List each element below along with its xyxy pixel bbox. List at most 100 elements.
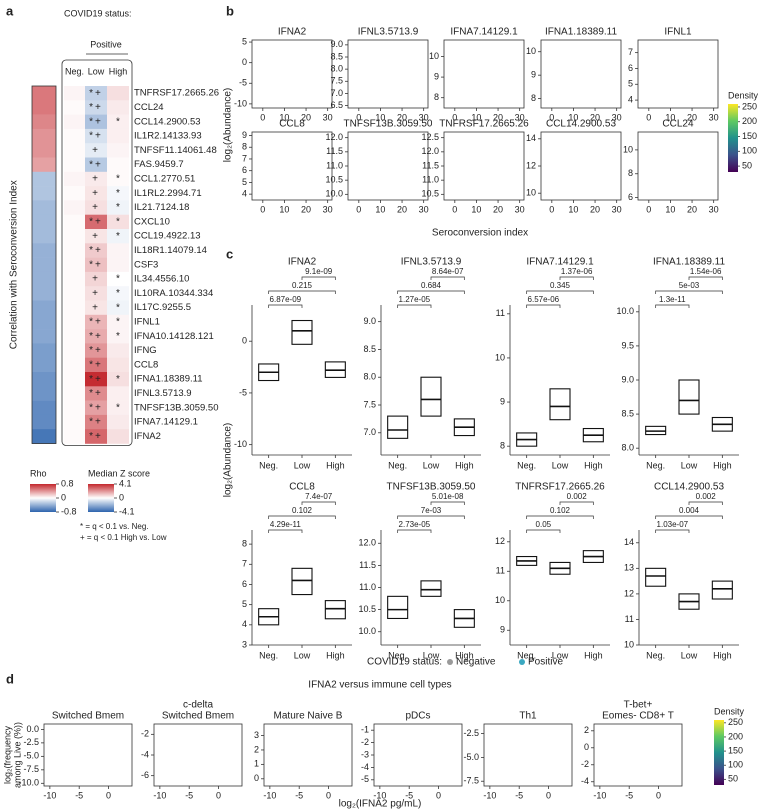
rho-cell	[32, 186, 56, 201]
y-tick-label: 3	[254, 730, 259, 740]
y-tick-label: 2	[254, 744, 259, 754]
plot-title: TNFRSF17.2665.26	[515, 482, 605, 493]
z-cell	[64, 300, 85, 316]
z-cell	[64, 372, 85, 387]
bracket	[559, 276, 594, 280]
bracket	[655, 529, 690, 533]
p-value: 1.37e-06	[561, 267, 593, 276]
y-tick-label: 8	[628, 168, 633, 178]
plot-title: CCL14.2900.53	[546, 119, 616, 130]
z-cell	[107, 200, 129, 215]
p-value: 6.87e-09	[270, 295, 302, 304]
y-tick-label: -4	[141, 749, 149, 759]
x-tick-label: 20	[301, 112, 311, 122]
low-marks: +	[92, 231, 100, 242]
bracket	[526, 290, 594, 294]
row-label: IFNA7.14129.1	[134, 417, 198, 428]
row-label: IFNA1.18389.11	[134, 374, 202, 385]
x-tick-label: 20	[493, 204, 503, 214]
z-cell	[107, 214, 129, 230]
p-value: 7e-03	[421, 506, 442, 515]
colorbar-label: 100	[728, 760, 743, 770]
bracket	[559, 501, 594, 505]
rho-cell	[32, 372, 56, 387]
colorbar-label: 100	[742, 146, 757, 156]
x-tick-label: 0	[326, 790, 331, 800]
plot-title: Switched Bmem	[52, 711, 124, 722]
y-tick-label: 0	[242, 336, 247, 346]
row-label: IL1R2.14133.93	[134, 131, 202, 142]
y-tick-label: 4	[242, 619, 247, 629]
p-value: 7.4e-07	[305, 492, 333, 501]
y-axis-label: among Live (%))	[12, 722, 22, 788]
y-tick-label: 5	[242, 177, 247, 187]
y-tick-label: 9.0	[330, 39, 343, 49]
y-tick-label: -2.5	[23, 737, 39, 747]
row-label: IFNL3.5713.9	[134, 388, 192, 399]
x-tick-label: 20	[397, 112, 407, 122]
y-tick-label: -2	[141, 729, 149, 739]
low-marks: *+	[89, 131, 103, 142]
plot-title: IFNL3.5713.9	[358, 27, 419, 38]
box	[549, 388, 571, 421]
x-tick-label: 30	[419, 204, 429, 214]
rho-cell	[32, 214, 56, 230]
y-tick-label: -5	[361, 774, 369, 784]
y-tick-label: 2	[584, 725, 589, 735]
x-tick-label: 20	[687, 204, 697, 214]
high-marks: *	[116, 188, 120, 199]
x-tick-label: 0	[656, 790, 661, 800]
rho-cell	[32, 314, 56, 330]
colorbar-label: 0	[119, 492, 124, 502]
z-cell	[85, 414, 107, 430]
row-label: CCL14.2900.53	[134, 116, 201, 127]
y-axis-label: log₂(Abundance)	[223, 88, 234, 163]
x-tick-label: Low	[423, 460, 440, 470]
x-tick-label: High	[584, 650, 603, 660]
colorbar-label: 0.8	[61, 478, 74, 488]
low-marks: *+	[89, 88, 103, 99]
y-tick-label: 8.0	[363, 372, 376, 382]
x-tick-label: 0	[646, 112, 651, 122]
low-marks: *+	[89, 417, 103, 428]
y-tick-label: 12	[624, 588, 634, 598]
row-label: IL10RA.10344.334	[134, 288, 213, 299]
low-marks: +	[92, 188, 100, 199]
p-value: 5.01e-08	[432, 492, 464, 501]
x-tick-label: 30	[323, 204, 333, 214]
plot-title: CCL8	[279, 119, 305, 130]
p-value: 0.102	[292, 506, 313, 515]
x-tick-label: 0	[260, 112, 265, 122]
panel-letter: c	[226, 246, 233, 261]
row-label: IL17C.9255.5	[134, 302, 191, 313]
x-tick-label: Low	[552, 460, 569, 470]
z-cell	[64, 286, 85, 301]
rho-cell	[32, 357, 56, 373]
z-cell	[85, 257, 107, 273]
x-tick-label: High	[584, 460, 603, 470]
z-cell	[64, 400, 85, 416]
x-tick-label: 30	[419, 112, 429, 122]
x-tick-label: 0	[646, 204, 651, 214]
y-tick-label: 1	[254, 759, 259, 769]
z-cell	[64, 329, 85, 344]
colorbar-label: 4.1	[119, 478, 132, 488]
bracket	[688, 501, 723, 505]
x-tick-label: 20	[301, 204, 311, 214]
row-label: CCL8	[134, 359, 158, 370]
z-cell	[64, 243, 85, 258]
x-tick-label: 30	[515, 204, 525, 214]
legend-label: Positive	[528, 657, 563, 668]
row-label: IFNL1	[134, 316, 160, 327]
low-marks: +	[92, 302, 100, 313]
low-marks: *+	[89, 102, 103, 113]
rho-cell	[32, 200, 56, 215]
row-label: IFNG	[134, 345, 157, 356]
p-value: 1.54e-06	[690, 267, 722, 276]
z-cell	[107, 400, 129, 416]
plot-title: CCL14.2900.53	[654, 482, 724, 493]
y-tick-label: 11.5	[422, 160, 439, 170]
y-tick-label: -10.0	[18, 778, 39, 788]
high-marks: *	[116, 374, 120, 385]
